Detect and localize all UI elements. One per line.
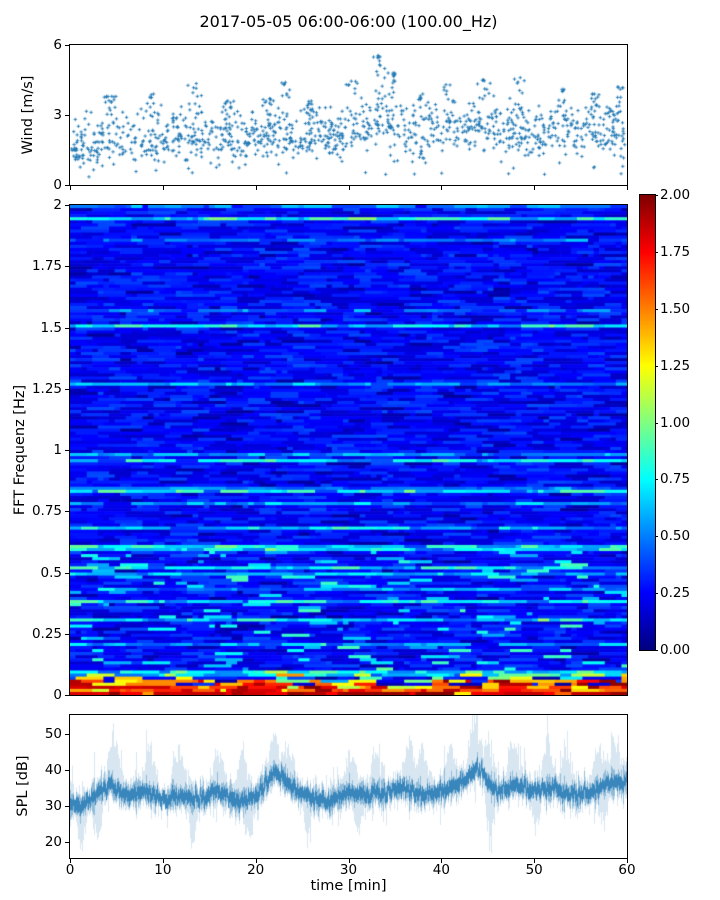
fft-ytick [65, 511, 69, 512]
fft-ytick [65, 205, 69, 206]
fft-ytick-label: 0.5 [40, 564, 62, 581]
wind-xtick [349, 186, 350, 190]
wind-xtick [627, 186, 628, 190]
wind-xtick [441, 186, 442, 190]
colorbar-tick [655, 309, 658, 310]
wind-ytick-label: 0 [53, 177, 62, 193]
wind-scatter-canvas [70, 45, 627, 185]
colorbar-tick [655, 252, 658, 253]
fft-ytick-label: 1.25 [31, 380, 62, 397]
colorbar-tick [655, 593, 658, 594]
spl-xtick [70, 859, 71, 863]
spl-ytick [65, 842, 69, 843]
colorbar-tick [655, 195, 658, 196]
time-xtick-label: 20 [247, 862, 265, 878]
colorbar-tick-label: 0.50 [660, 528, 691, 545]
spl-ytick-label: 20 [44, 833, 62, 850]
fft-ytick-label: 1 [53, 442, 62, 458]
fft-ytick [65, 389, 69, 390]
spl-ytick [65, 806, 69, 807]
fft-ytick-label: 0.75 [31, 503, 62, 520]
fft-ytick-label: 1.75 [31, 258, 62, 275]
time-xtick-label: 10 [154, 862, 172, 878]
time-axis-xlabel: time [min] [310, 878, 387, 894]
figure-title: 2017-05-05 06:00-06:00 (100.00_Hz) [199, 12, 498, 31]
spl-xtick [163, 859, 164, 863]
wind-xtick [163, 186, 164, 190]
time-xtick-label: 50 [525, 862, 543, 878]
wind-scatter-plot [69, 44, 628, 186]
spl-xtick [627, 859, 628, 863]
colorbar-tick [655, 650, 658, 651]
colorbar-tick-label: 0.75 [660, 471, 691, 488]
fft-ytick [65, 573, 69, 574]
spl-xtick [349, 859, 350, 863]
spl-ytick-label: 40 [44, 762, 62, 779]
colorbar-tick-label: 2.00 [660, 187, 691, 203]
fft-ytick-label: 1.5 [40, 319, 62, 336]
colorbar-tick-label: 0.25 [660, 585, 691, 602]
wind-ytick-label: 3 [53, 107, 62, 123]
wind-xtick [534, 186, 535, 190]
wind-xtick [70, 186, 71, 190]
fft-ytick [65, 328, 69, 329]
colorbar-tick [655, 423, 658, 424]
wind-xtick [256, 186, 257, 190]
colorbar [639, 194, 656, 651]
spl-line-canvas [70, 715, 627, 858]
fft-ytick [65, 266, 69, 267]
time-xtick-label: 40 [432, 862, 450, 878]
spl-line-plot [69, 714, 628, 859]
wind-ytick [65, 185, 69, 186]
time-xtick-label: 60 [618, 862, 636, 878]
spl-xtick [534, 859, 535, 863]
wind-ytick-label: 6 [53, 37, 62, 53]
wind-ytick [65, 115, 69, 116]
spl-xtick [256, 859, 257, 863]
colorbar-tick [655, 479, 658, 480]
spl-ytick [65, 734, 69, 735]
fft-ytick-label: 0 [53, 687, 62, 703]
colorbar-tick-label: 1.25 [660, 357, 691, 374]
spl-ytick [65, 770, 69, 771]
time-xtick-label: 0 [65, 862, 75, 878]
fft-ytick [65, 450, 69, 451]
colorbar-tick-label: 1.50 [660, 300, 691, 317]
colorbar-tick [655, 536, 658, 537]
fft-ytick [65, 634, 69, 635]
wind-ytick [65, 45, 69, 46]
colorbar-gradient-canvas [640, 195, 655, 650]
fft-spectrogram-canvas [70, 205, 627, 695]
spl-ytick-label: 30 [44, 798, 62, 815]
fft-ytick-label: 2 [53, 197, 62, 213]
colorbar-tick-label: 0.00 [660, 642, 691, 658]
time-xtick-label: 30 [339, 862, 358, 878]
spl-xtick [441, 859, 442, 863]
colorbar-tick-label: 1.75 [660, 243, 691, 260]
colorbar-tick [655, 366, 658, 367]
spl-ytick-label: 50 [44, 726, 62, 743]
fft-spectrogram-heatmap [69, 204, 628, 696]
fft-ytick [65, 695, 69, 696]
fft-ytick-label: 0.25 [31, 625, 62, 642]
colorbar-tick-label: 1.00 [660, 414, 691, 431]
